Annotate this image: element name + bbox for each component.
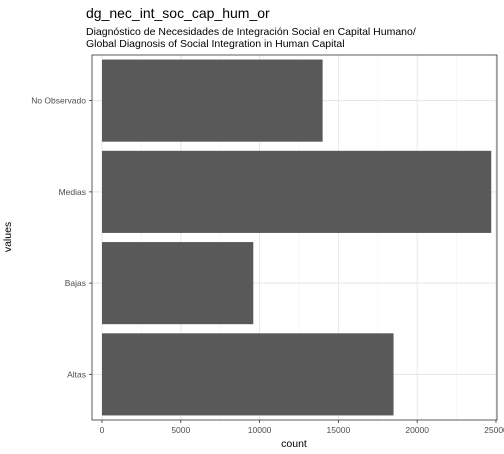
chart-title: dg_nec_int_soc_cap_hum_or	[86, 5, 270, 21]
bar-no-observado	[102, 60, 323, 142]
x-tick-label: 0	[100, 425, 105, 435]
y-axis: No Observado Medias Bajas Altas	[31, 96, 92, 380]
chart-subtitle-line-2: Global Diagnosis of Social Integration i…	[86, 38, 345, 50]
y-tick-label: Medias	[59, 187, 86, 197]
y-tick-label: Bajas	[65, 278, 86, 288]
chart-subtitle-line-1: Diagnóstico de Necesidades de Integració…	[86, 26, 416, 38]
x-tick-label: 25000	[484, 425, 504, 435]
bar-altas	[102, 333, 394, 415]
x-axis-title: count	[281, 438, 307, 450]
plot-panel	[92, 55, 497, 420]
y-tick-label: No Observado	[31, 96, 86, 106]
y-axis-title: values	[2, 222, 14, 252]
x-tick-label: 5000	[171, 425, 190, 435]
bar-bajas	[102, 242, 253, 324]
x-tick-label: 15000	[327, 425, 351, 435]
bars	[102, 60, 491, 416]
x-axis: 0 5000 10000 15000 20000 25000	[100, 420, 504, 435]
x-tick-label: 20000	[405, 425, 429, 435]
x-tick-label: 10000	[248, 425, 272, 435]
y-tick-label: Altas	[67, 369, 86, 379]
bar-medias	[102, 151, 491, 233]
